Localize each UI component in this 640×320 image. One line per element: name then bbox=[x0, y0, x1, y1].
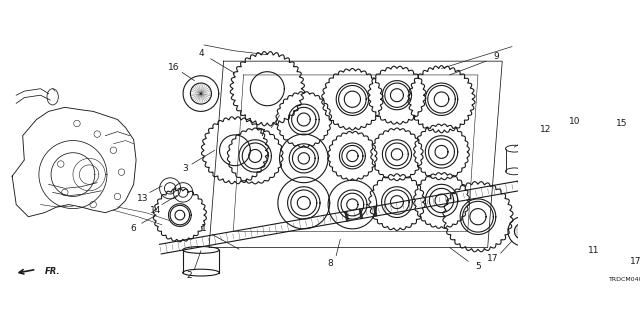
Text: FR.: FR. bbox=[45, 267, 60, 276]
Text: 6: 6 bbox=[131, 224, 136, 233]
Text: 12: 12 bbox=[540, 125, 551, 134]
Text: 5: 5 bbox=[475, 262, 481, 271]
Text: 11: 11 bbox=[588, 246, 600, 255]
Text: 13: 13 bbox=[137, 194, 148, 203]
Text: TRDCM0400: TRDCM0400 bbox=[609, 277, 640, 282]
Text: 3: 3 bbox=[182, 164, 188, 172]
Text: 14: 14 bbox=[150, 206, 161, 215]
Text: 10: 10 bbox=[570, 116, 581, 126]
Text: 15: 15 bbox=[616, 119, 628, 128]
Text: 1: 1 bbox=[201, 224, 207, 233]
Text: 17: 17 bbox=[630, 257, 640, 266]
Text: 9: 9 bbox=[493, 52, 499, 61]
Text: 17: 17 bbox=[487, 254, 499, 263]
Text: 4: 4 bbox=[198, 49, 204, 58]
Text: 16: 16 bbox=[168, 63, 180, 72]
Text: 2: 2 bbox=[187, 270, 193, 280]
Text: 8: 8 bbox=[328, 259, 333, 268]
Text: 7: 7 bbox=[259, 129, 264, 138]
